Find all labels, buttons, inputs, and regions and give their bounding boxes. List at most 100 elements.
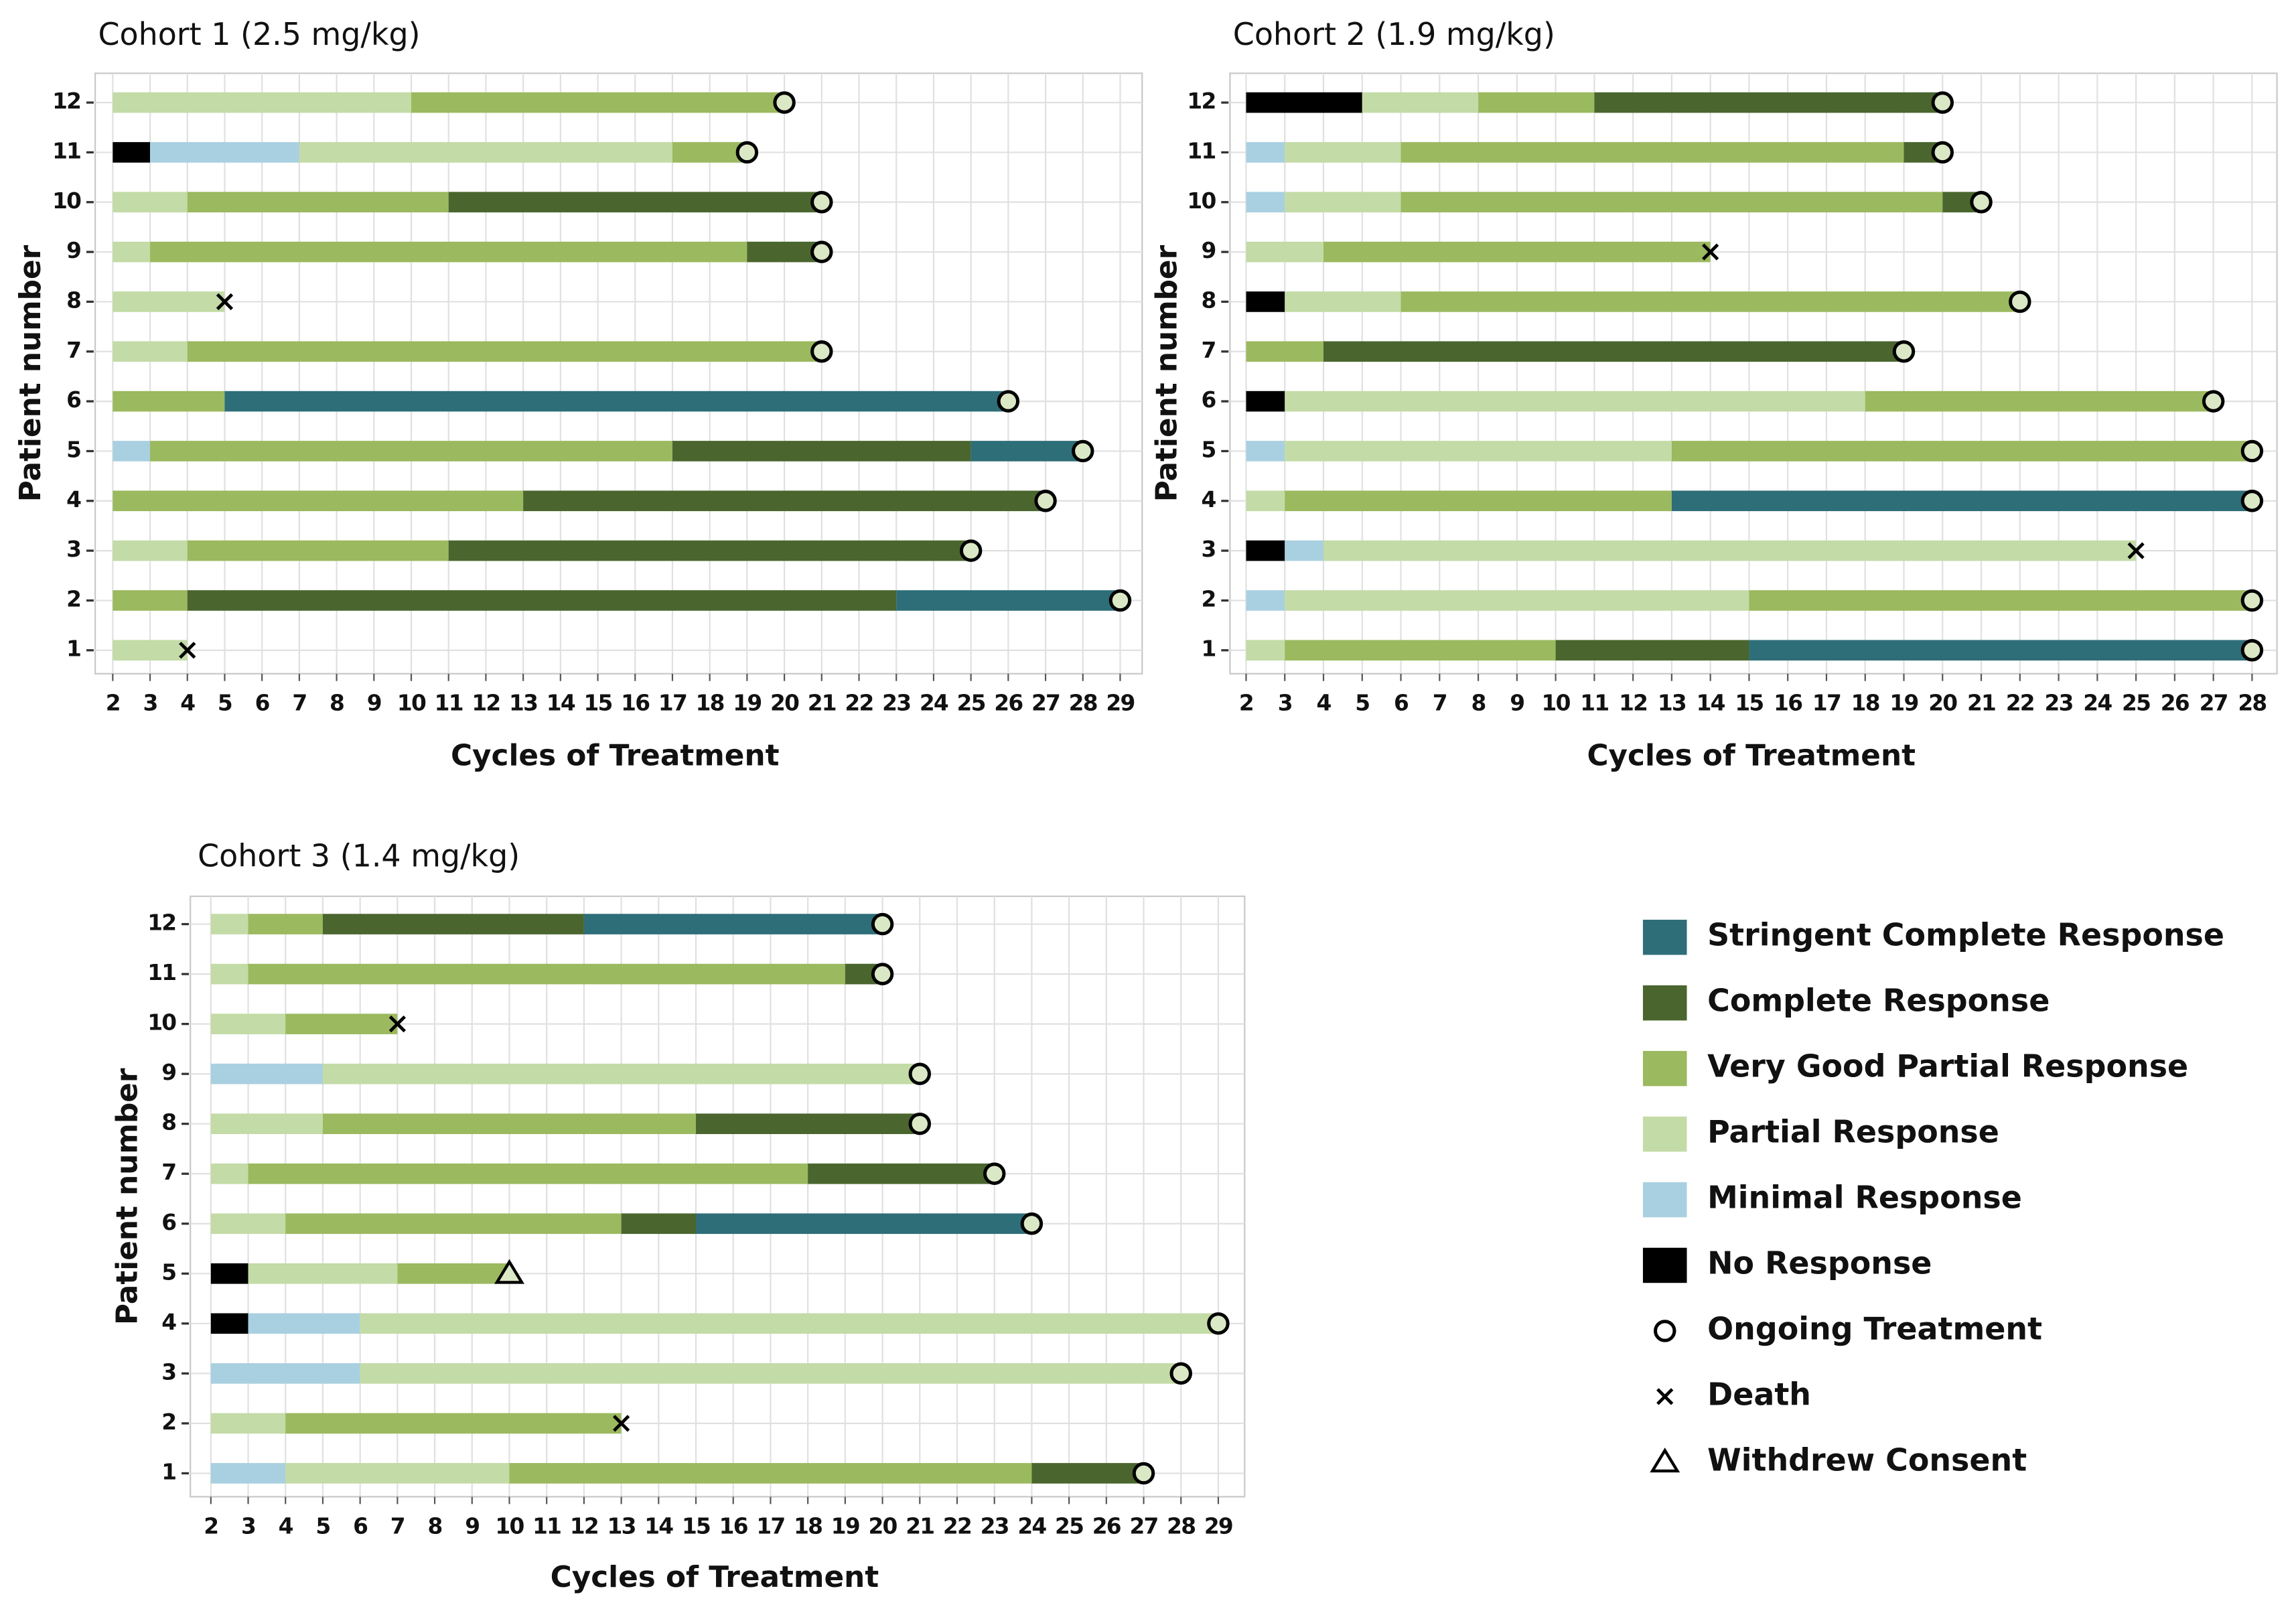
- x-tick-label: 28: [2238, 691, 2266, 716]
- bar-segment: [1671, 441, 2252, 462]
- bar-segment: [113, 391, 225, 412]
- y-tick-label: 1: [1202, 636, 1216, 662]
- bar-segment: [113, 540, 188, 561]
- x-tick-label: 20: [770, 691, 799, 716]
- y-tick-label: 3: [66, 537, 80, 562]
- legend-label: Partial Response: [1707, 1114, 1999, 1150]
- y-tick-label: 5: [161, 1259, 175, 1285]
- legend-label: No Response: [1707, 1245, 1932, 1281]
- bar-segment: [1323, 540, 2137, 561]
- bar-segment: [1246, 241, 1324, 263]
- bar-segment: [448, 192, 822, 213]
- end-marker: [216, 293, 234, 311]
- bar-segment: [360, 1313, 1218, 1334]
- x-tick-label: 11: [1580, 691, 1608, 716]
- end-marker: [2127, 542, 2145, 559]
- bar-segment: [747, 241, 822, 263]
- x-tick-label: 20: [1928, 691, 1957, 716]
- x-tick-label: 10: [397, 691, 426, 716]
- bar-segment: [672, 142, 747, 163]
- legend-swatch: [1642, 1247, 1687, 1283]
- bar-segment: [1555, 640, 1749, 661]
- x-tick-label: 6: [353, 1513, 368, 1539]
- x-tick-label: 15: [682, 1513, 710, 1539]
- bar-segment: [1671, 490, 2252, 512]
- bar-segment: [113, 92, 412, 113]
- x-tick-label: 23: [2045, 691, 2073, 716]
- y-tick-label: 5: [66, 437, 80, 462]
- x-tick-label: 4: [180, 691, 195, 716]
- bar-segment: [210, 1213, 286, 1235]
- bar-segment: [1749, 640, 2252, 661]
- x-tick-label: 13: [1658, 691, 1686, 716]
- y-axis-label: Patient number: [110, 1068, 144, 1325]
- bar-segment: [1401, 142, 1904, 163]
- chart-panel: Cohort 1 (2.5 mg/kg) Cycles of Treatment P…: [13, 16, 1143, 772]
- x-tick-label: 25: [1055, 1513, 1083, 1539]
- x-tick-label: 5: [1355, 691, 1369, 716]
- end-marker: [810, 191, 833, 214]
- y-tick-label: 12: [147, 910, 175, 936]
- bar-segment: [210, 1413, 286, 1434]
- end-marker: [1931, 91, 1954, 114]
- x-tick-label: 17: [756, 1513, 784, 1539]
- bar-segment: [210, 1163, 248, 1184]
- x-tick-label: 15: [583, 691, 612, 716]
- end-marker: [1970, 191, 1993, 214]
- legend-label: Complete Response: [1707, 983, 2050, 1019]
- bar-segment: [113, 441, 151, 462]
- bar-segment: [187, 341, 822, 362]
- x-tick-label: 4: [1316, 691, 1331, 716]
- y-tick-label: 2: [161, 1409, 175, 1435]
- y-tick-label: 11: [52, 138, 80, 163]
- end-marker: [1931, 141, 1954, 164]
- plot-area: [94, 72, 1143, 675]
- bar-segment: [1246, 341, 1324, 362]
- bar-segment: [696, 1213, 1032, 1235]
- bar-segment: [1285, 490, 1672, 512]
- x-tick-label: 27: [2200, 691, 2228, 716]
- bar-segment: [1246, 291, 1285, 312]
- bar-segment: [210, 1263, 248, 1284]
- x-axis-label: Cycles of Treatment: [551, 1560, 879, 1594]
- x-tick-label: 2: [106, 691, 120, 716]
- legend-label: Very Good Partial Response: [1707, 1048, 2188, 1084]
- x-tick-label: 19: [733, 691, 761, 716]
- bar-segment: [1246, 391, 1285, 412]
- x-tick-label: 23: [981, 1513, 1009, 1539]
- x-tick-label: 12: [570, 1513, 598, 1539]
- y-tick-label: 11: [1187, 138, 1215, 163]
- x-tick-label: 28: [1069, 691, 1097, 716]
- x-tick-label: 2: [1239, 691, 1253, 716]
- y-tick-label: 4: [66, 487, 81, 512]
- bar-segment: [285, 1413, 622, 1434]
- bar-segment: [1285, 640, 1556, 661]
- bar-segment: [248, 1163, 808, 1184]
- bar-segment: [1246, 192, 1285, 213]
- x-tick-label: 23: [882, 691, 910, 716]
- bar-segment: [113, 241, 151, 263]
- end-marker: [1020, 1212, 1044, 1235]
- x-tick-label: 22: [943, 1513, 971, 1539]
- bar-segment: [1865, 391, 2214, 412]
- end-marker: [2240, 439, 2264, 463]
- bar-segment: [113, 142, 151, 163]
- y-axis-label: Patient number: [1150, 244, 1184, 502]
- x-tick-label: 26: [994, 691, 1023, 716]
- chart-title: Cohort 1 (2.5 mg/kg): [98, 16, 420, 52]
- y-tick-label: 3: [161, 1359, 175, 1385]
- x-tick-label: 6: [255, 691, 270, 716]
- bar-segment: [210, 914, 248, 934]
- x-tick-label: 18: [1851, 691, 1879, 716]
- chart-panel: Cohort 3 (1.4 mg/kg) Cycles of Treatment P…: [110, 838, 1246, 1594]
- bar-segment: [113, 291, 225, 312]
- end-marker: [810, 340, 833, 363]
- bar-segment: [1285, 590, 1749, 611]
- bar-segment: [248, 963, 845, 985]
- x-tick-label: 6: [1394, 691, 1409, 716]
- y-tick-label: 1: [161, 1459, 175, 1484]
- legend-label: Death: [1707, 1376, 1811, 1412]
- x-tick-label: 8: [428, 1513, 442, 1539]
- x-tick-label: 7: [1433, 691, 1447, 716]
